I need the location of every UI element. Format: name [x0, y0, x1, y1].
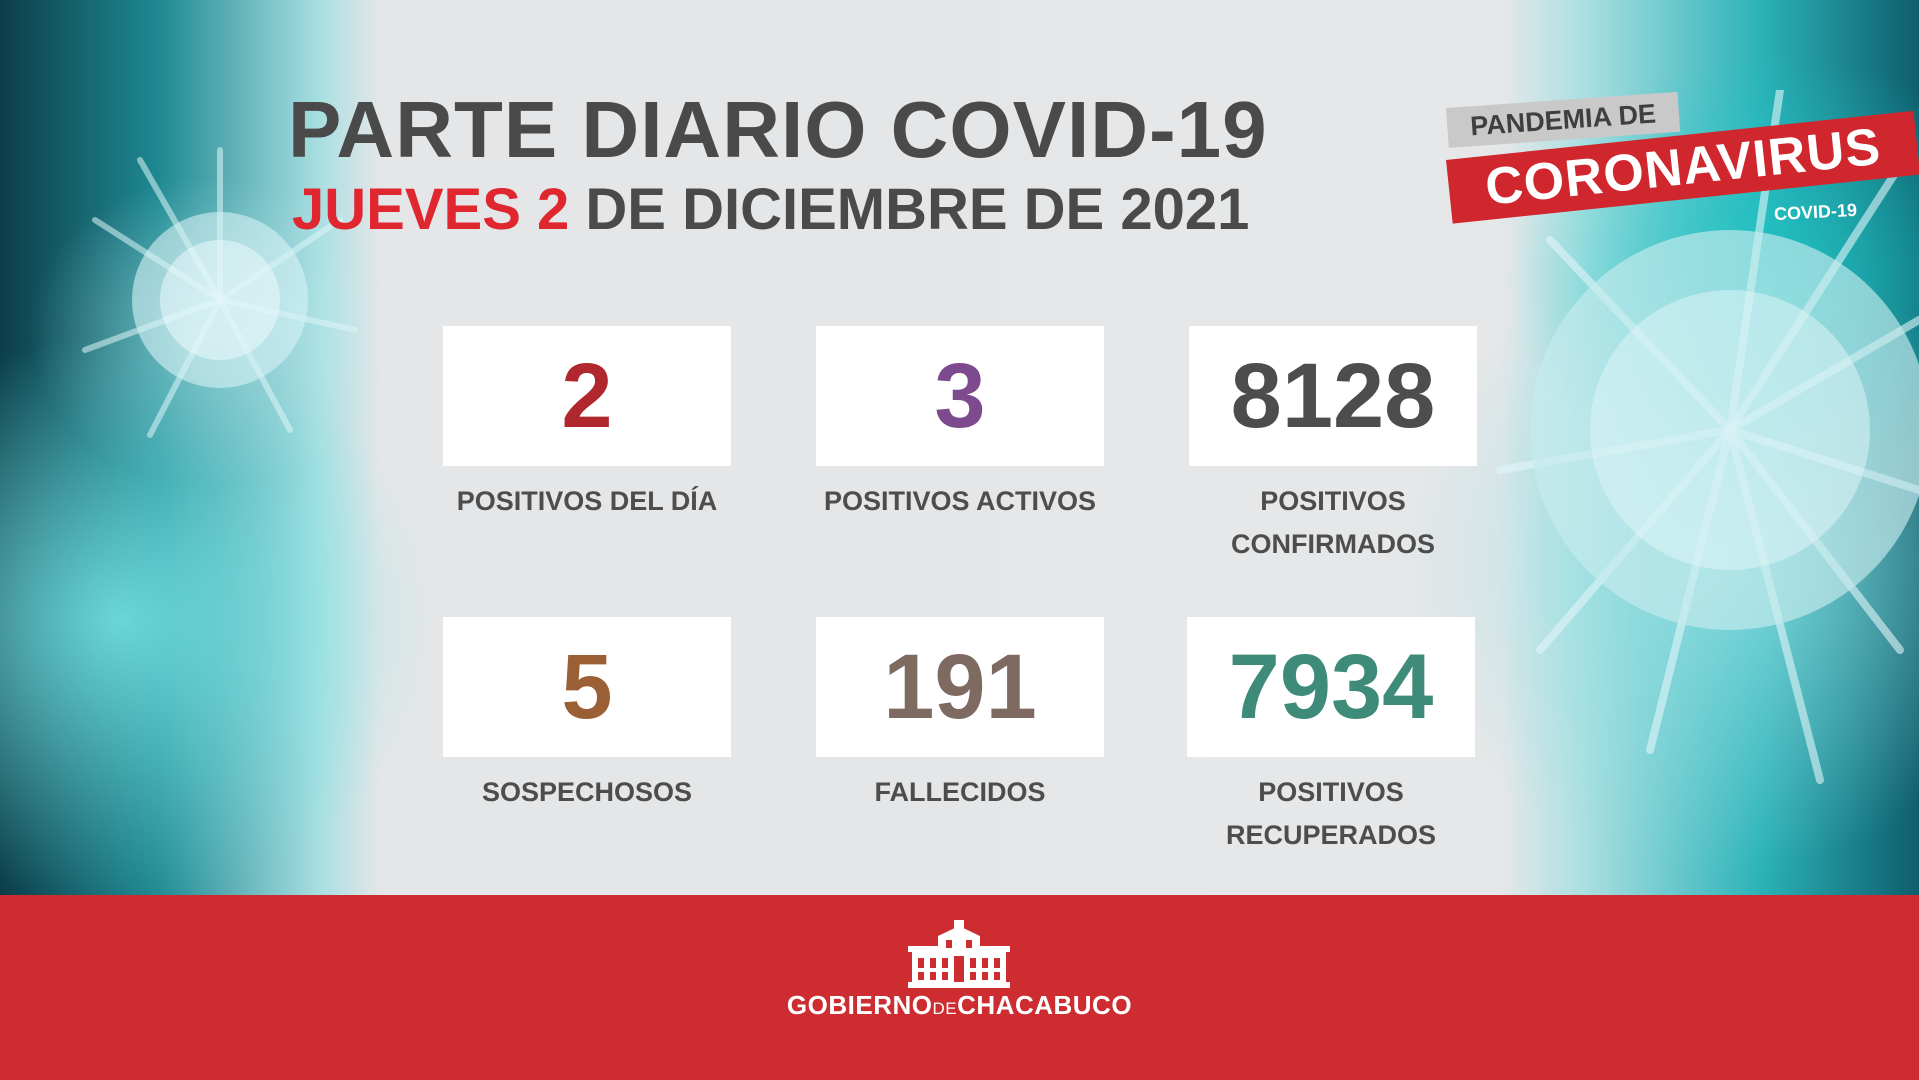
date-highlight: JUEVES 2	[292, 177, 570, 242]
stat-label: FALLECIDOS	[874, 777, 1046, 807]
stat-label-line: POSITIVOS	[1258, 777, 1404, 807]
stat-label-line: POSITIVOS	[1260, 486, 1406, 516]
stat-label: POSITIVOS CONFIRMADOS	[1183, 480, 1483, 566]
stat-value: 7934	[1228, 635, 1434, 738]
stat-label-line: CONFIRMADOS	[1231, 529, 1435, 559]
town-hall-logo-icon	[908, 920, 1010, 988]
logo-part3: CHACABUCO	[957, 990, 1133, 1020]
stat-label-line: RECUPERADOS	[1225, 820, 1437, 850]
stat-card-positivos-dia: 2	[443, 326, 731, 466]
stat-value: 5	[561, 635, 613, 738]
badge-sub: COVID-19	[1773, 199, 1858, 225]
page-title: PARTE DIARIO COVID-19	[288, 85, 1268, 174]
stat-value: 2	[561, 344, 613, 447]
logo-part1: GOBIERNO	[786, 990, 933, 1020]
stat-card-fallecidos: 191	[816, 617, 1104, 757]
government-logo-text: GOBIERNODECHACABUCO	[0, 990, 1919, 1021]
stat-label: POSITIVOS RECUPERADOS	[1181, 771, 1481, 857]
virus-illustration-right	[1496, 90, 1919, 784]
stat-card-sospechosos: 5	[443, 617, 731, 757]
virus-illustration-left	[82, 147, 358, 438]
coronavirus-badge: PANDEMIA DE CORONAVIRUS COVID-19	[1440, 90, 1919, 240]
logo-part2: DE	[932, 999, 958, 1018]
stat-card-positivos-recuperados: 7934	[1187, 617, 1475, 757]
stat-value: 3	[934, 344, 986, 447]
stat-label: POSITIVOS DEL DÍA	[456, 486, 718, 516]
date-rest: DE DICIEMBRE DE 2021	[569, 177, 1250, 242]
stat-value: 8128	[1230, 344, 1436, 447]
stat-card-positivos-confirmados: 8128	[1189, 326, 1477, 466]
stat-card-positivos-activos: 3	[816, 326, 1104, 466]
stat-value: 191	[883, 635, 1037, 738]
report-date: JUEVES 2 DE DICIEMBRE DE 2021	[292, 176, 1249, 243]
stat-label: POSITIVOS ACTIVOS	[823, 486, 1097, 516]
stat-label: SOSPECHOSOS	[481, 777, 693, 807]
